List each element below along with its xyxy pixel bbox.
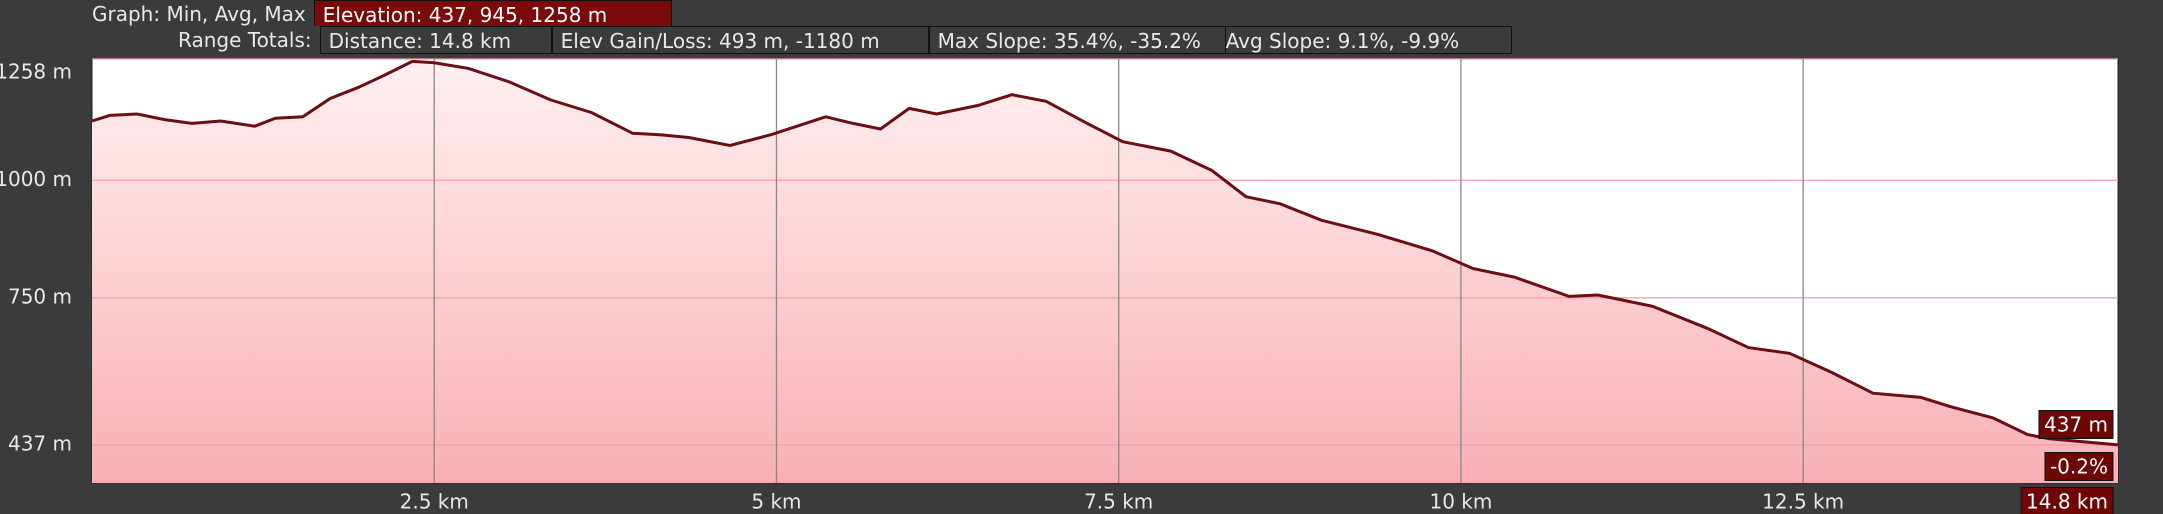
x-tick-label: 12.5 km — [1762, 490, 1844, 514]
area-fill — [92, 61, 2118, 484]
y-tick-label: 1258 m — [0, 60, 72, 84]
max-slope-stat: Max Slope: 35.4%, -35.2% — [928, 26, 1225, 54]
cursor-elevation: 437 m — [2044, 413, 2108, 437]
cursor-slope: -0.2% — [2050, 455, 2108, 479]
gain-loss-stat: Elev Gain/Loss: 493 m, -1180 m — [551, 26, 929, 54]
avg-slope-stat: Avg Slope: 9.1%, -9.9% — [1224, 26, 1512, 54]
x-tick-label: 7.5 km — [1084, 490, 1153, 514]
cursor-slope-bg — [2044, 452, 2114, 481]
range-row: Range Totals: Distance: 14.8 km Elev Gai… — [0, 26, 1512, 54]
y-tick-label: 437 m — [8, 431, 72, 455]
distance-stat: Distance: 14.8 km — [319, 26, 552, 54]
cursor-distance-bg — [2020, 487, 2114, 514]
elevation-stat: Elevation: 437, 945, 1258 m — [313, 0, 672, 28]
x-tick-label: 10 km — [1429, 490, 1492, 514]
cursor-elevation-bg — [2038, 410, 2114, 439]
y-tick-label: 750 m — [8, 284, 72, 308]
label: Graph: Min, Avg, Max — [0, 0, 314, 28]
label: Range Totals: — [0, 26, 320, 54]
summary-row: Graph: Min, Avg, Max Elevation: 437, 945… — [0, 0, 672, 28]
elevation-line — [91, 59, 2119, 447]
y-tick-label: 1000 m — [0, 167, 72, 191]
x-tick-label: 5 km — [751, 490, 801, 514]
x-tick-label: 2.5 km — [400, 490, 469, 514]
cursor-distance: 14.8 km — [2026, 490, 2108, 514]
